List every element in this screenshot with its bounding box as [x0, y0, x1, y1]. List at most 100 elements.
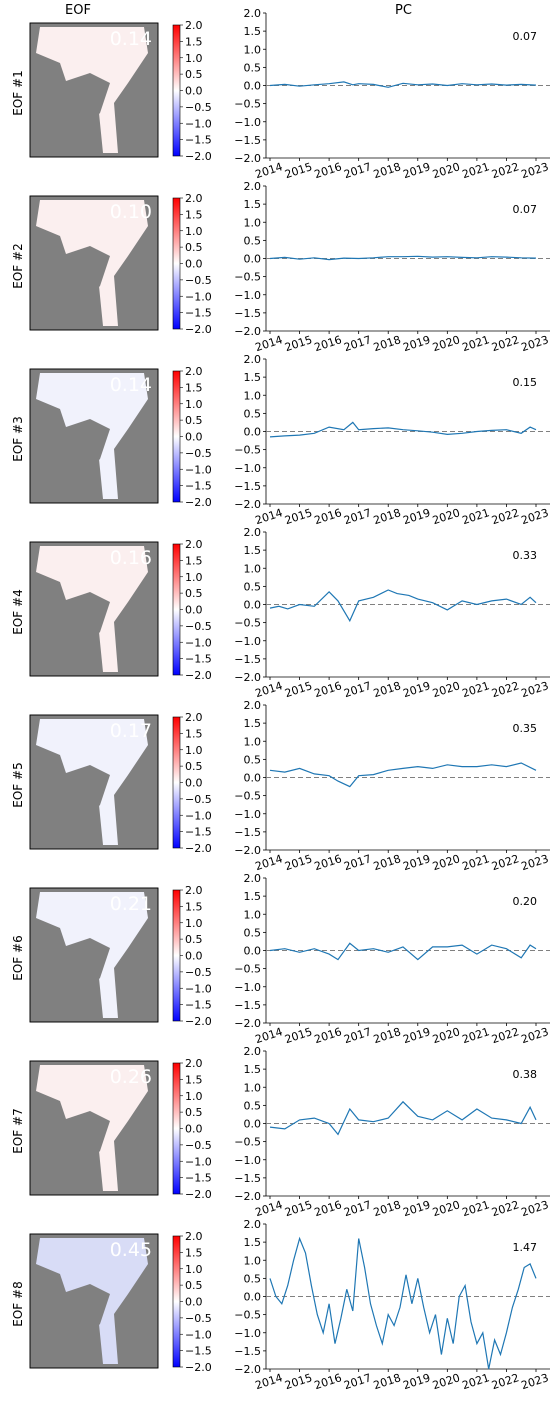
y-tick-label: 0.0 — [244, 253, 262, 266]
eof-map: 0.14 — [29, 368, 159, 504]
x-tick-label: 2023 — [520, 506, 551, 527]
x-tick-label: 2020 — [431, 852, 462, 873]
pc-series-line — [269, 762, 537, 788]
colorbar: 2.0 1.5 1.0 0.5 0.0 −0.5 −1.0 −1.5 −2.0 — [172, 711, 212, 855]
panel-4: EOF #4 0.16 2.0 1.5 1.0 0.5 0.0 −0.5 −1.0 −1.5 −2.… — [11, 526, 550, 700]
y-tick-label: 1.5 — [244, 371, 262, 384]
colorbar-bar — [172, 543, 181, 676]
colorbar-tick-label: 1.0 — [185, 744, 203, 757]
x-tick-label: 2022 — [490, 1025, 521, 1046]
row-label: EOF #6 — [11, 935, 25, 980]
x-tick-label: 2021 — [460, 506, 491, 527]
pc-value: 0.20 — [513, 895, 538, 908]
pc-axes: 2.01.51.00.50.0−0.5−1.0−1.5−2.0201420152… — [234, 7, 550, 181]
y-tick-label: 0.5 — [244, 61, 262, 74]
colorbar-tick-label: −1.0 — [185, 290, 212, 303]
pc-series-line — [269, 942, 537, 961]
y-tick-label: 0.0 — [244, 772, 262, 785]
colorbar-tick-label: −1.0 — [185, 117, 212, 130]
x-tick-label: 2022 — [490, 506, 521, 527]
colorbar-tick-label: 0.5 — [185, 587, 203, 600]
y-tick-label: 2.0 — [244, 1218, 262, 1231]
pc-axes: 2.01.51.00.50.0−0.5−1.0−1.5−2.0201420152… — [234, 872, 550, 1046]
map-greenland — [60, 73, 110, 143]
colorbar-tick-label: 2.0 — [185, 711, 203, 724]
x-tick-label: 2023 — [520, 160, 551, 181]
pc-value: 0.15 — [513, 376, 538, 389]
pc-value: 0.07 — [513, 203, 538, 216]
colorbar-tick-label: −1.5 — [185, 134, 212, 147]
eof-map: 0.10 — [29, 195, 159, 331]
x-tick-label: 2015 — [283, 679, 314, 700]
y-tick-label: −2.0 — [234, 671, 261, 684]
pc-series-line — [269, 1100, 537, 1136]
map-greenland — [60, 1284, 110, 1354]
x-tick-label: 2023 — [520, 1198, 551, 1219]
x-tick-label: 2015 — [283, 506, 314, 527]
colorbar-tick-label: −1.5 — [185, 826, 212, 839]
pc-axes: 2.01.51.00.50.0−0.5−1.0−1.5−2.0201420152… — [234, 353, 550, 527]
y-tick-label: 0.0 — [244, 1118, 262, 1131]
eof-map: 0.14 — [29, 22, 159, 158]
y-tick-label: −0.5 — [234, 1309, 261, 1322]
colorbar-tick-label: 2.0 — [185, 19, 203, 32]
y-tick-label: −1.0 — [234, 1154, 261, 1167]
panel-8: EOF #8 0.45 2.0 1.5 1.0 0.5 0.0 −0.5 −1.0 −1.5 −2.… — [11, 1218, 550, 1392]
x-tick-label: 2019 — [401, 333, 432, 354]
panel-2: EOF #2 0.10 2.0 1.5 1.0 0.5 0.0 −0.5 −1.0 −1.5 −2.… — [11, 180, 550, 354]
colorbar-tick-label: 0.5 — [185, 933, 203, 946]
x-tick-label: 2016 — [313, 1198, 344, 1219]
x-tick-label: 2023 — [520, 1025, 551, 1046]
map-value: 0.26 — [110, 1066, 152, 1088]
colorbar-tick-label: 0.5 — [185, 68, 203, 81]
x-tick-label: 2021 — [460, 1025, 491, 1046]
x-tick-label: 2021 — [460, 1198, 491, 1219]
colorbar-tick-label: 1.0 — [185, 917, 203, 930]
colorbar: 2.0 1.5 1.0 0.5 0.0 −0.5 −1.0 −1.5 −2.0 — [172, 884, 212, 1028]
x-tick-label: 2016 — [313, 1025, 344, 1046]
x-tick-label: 2023 — [520, 679, 551, 700]
colorbar-tick-label: 1.5 — [185, 900, 203, 913]
colorbar-tick-label: −0.5 — [185, 1312, 212, 1325]
row-label: EOF #4 — [11, 589, 25, 634]
y-tick-label: 0.5 — [244, 407, 262, 420]
y-tick-label: −1.5 — [234, 826, 261, 839]
x-tick-label: 2023 — [520, 333, 551, 354]
panel-6: EOF #6 0.21 2.0 1.5 1.0 0.5 0.0 −0.5 −1.0 −1.5 −2.… — [11, 872, 550, 1046]
x-tick-label: 2019 — [401, 679, 432, 700]
map-value: 0.14 — [110, 374, 152, 396]
colorbar-bar — [172, 716, 181, 849]
eof-map: 0.21 — [29, 887, 159, 1023]
x-tick-label: 2021 — [460, 1371, 491, 1392]
y-tick-label: −1.5 — [234, 480, 261, 493]
colorbar: 2.0 1.5 1.0 0.5 0.0 −0.5 −1.0 −1.5 −2.0 — [172, 1230, 212, 1374]
colorbar-tick-label: −0.5 — [185, 447, 212, 460]
colorbar-tick-label: 1.0 — [185, 225, 203, 238]
y-tick-label: −0.5 — [234, 271, 261, 284]
map-value: 0.17 — [110, 720, 152, 742]
x-tick-label: 2020 — [431, 1198, 462, 1219]
y-tick-label: 1.0 — [244, 1254, 262, 1267]
y-tick-label: 1.5 — [244, 25, 262, 38]
y-tick-label: −1.5 — [234, 653, 261, 666]
colorbar-tick-label: 0.0 — [185, 431, 203, 444]
x-tick-label: 2023 — [520, 1371, 551, 1392]
colorbar: 2.0 1.5 1.0 0.5 0.0 −0.5 −1.0 −1.5 −2.0 — [172, 365, 212, 509]
x-tick-label: 2022 — [490, 333, 521, 354]
y-tick-label: 0.0 — [244, 80, 262, 93]
y-tick-label: 0.5 — [244, 580, 262, 593]
colorbar-tick-label: −0.5 — [185, 620, 212, 633]
colorbar-tick-label: −1.5 — [185, 1345, 212, 1358]
x-tick-label: 2015 — [283, 1025, 314, 1046]
colorbar-tick-label: 1.0 — [185, 1263, 203, 1276]
y-tick-label: −1.5 — [234, 999, 261, 1012]
y-tick-label: 1.0 — [244, 562, 262, 575]
colorbar-tick-label: −1.5 — [185, 999, 212, 1012]
colorbar-tick-label: −2.0 — [185, 1361, 212, 1374]
colorbar-tick-label: −2.0 — [185, 496, 212, 509]
x-tick-label: 2022 — [490, 1371, 521, 1392]
x-tick-label: 2017 — [342, 333, 373, 354]
map-frame — [29, 541, 159, 677]
x-tick-label: 2017 — [342, 852, 373, 873]
